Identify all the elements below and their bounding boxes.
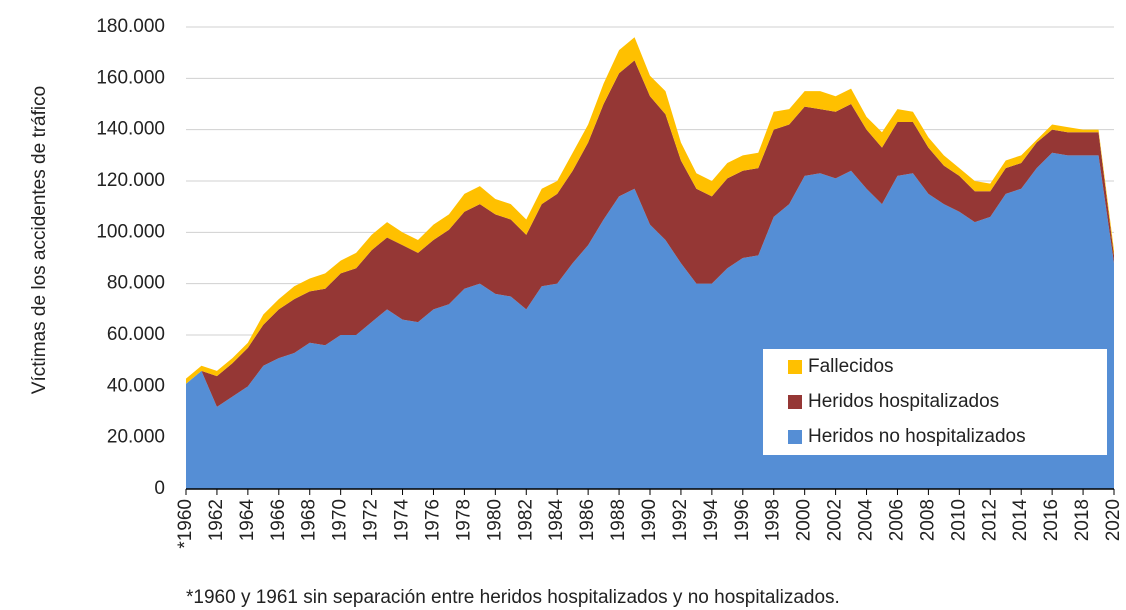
x-tick-label: 1980 xyxy=(484,499,505,541)
x-tick-label: 1976 xyxy=(422,499,443,541)
x-tick-label: 1984 xyxy=(546,499,567,542)
x-tick-label: 1978 xyxy=(453,499,474,541)
area xyxy=(186,60,1114,407)
legend-swatch xyxy=(788,430,802,444)
legend-swatch xyxy=(788,360,802,374)
legend-label: Heridos no hospitalizados xyxy=(808,426,1026,447)
legend-swatch xyxy=(788,395,802,409)
legend: Fallecidos Heridos hospitalizados Heridos … xyxy=(763,349,1107,455)
x-tick-label: 2004 xyxy=(856,499,877,542)
x-tick-label: 2016 xyxy=(1041,499,1062,541)
x-tick-label: 1992 xyxy=(670,499,691,541)
y-tick-label: 100.000 xyxy=(96,221,165,242)
x-tick-label: *1960 xyxy=(175,499,196,549)
y-tick-label: 0 xyxy=(154,478,165,499)
y-axis-label: Víctimas de los accidentes de tráfico xyxy=(29,86,50,394)
x-tick-label: 2008 xyxy=(917,499,938,541)
y-tick-label: 40.000 xyxy=(107,375,165,396)
x-tick-label: 1996 xyxy=(732,499,753,541)
x-tick-label: 1982 xyxy=(515,499,536,541)
x-tick-label: 2018 xyxy=(1072,499,1093,541)
x-tick-label: 1994 xyxy=(701,499,722,542)
x-tick-label: 2002 xyxy=(825,499,846,541)
footnote: *1960 y 1961 sin separación entre herido… xyxy=(186,587,840,608)
x-tick-label: 1998 xyxy=(763,499,784,541)
x-tick-label: 1966 xyxy=(268,499,289,541)
y-tick-label: 60.000 xyxy=(107,324,165,345)
x-tick-label: 2006 xyxy=(886,499,907,541)
x-tick-label: 1988 xyxy=(608,499,629,541)
x-tick-label: 2012 xyxy=(979,499,1000,541)
y-tick-label: 80.000 xyxy=(107,273,165,294)
legend-label: Fallecidos xyxy=(808,356,894,377)
x-tick-label: 1990 xyxy=(639,499,660,541)
x-tick-label: 1964 xyxy=(237,499,258,542)
x-tick-label: 2014 xyxy=(1010,499,1031,542)
x-tick-label: 1972 xyxy=(361,499,382,541)
x-tick-label: 1962 xyxy=(206,499,227,541)
y-tick-label: 140.000 xyxy=(96,119,165,140)
x-tick-label: 2010 xyxy=(948,499,969,541)
x-tick-label: 2020 xyxy=(1103,499,1124,541)
legend-label: Heridos hospitalizados xyxy=(808,391,999,412)
y-tick-label: 160.000 xyxy=(96,67,165,88)
y-tick-label: 180.000 xyxy=(96,16,165,37)
x-tick-label: 1986 xyxy=(577,499,598,541)
y-tick-label: 120.000 xyxy=(96,170,165,191)
legend-box xyxy=(763,349,1107,455)
x-tick-label: 1970 xyxy=(330,499,351,541)
x-tick-label: 2000 xyxy=(794,499,815,541)
x-tick-label: 1968 xyxy=(299,499,320,541)
x-tick-label: 1974 xyxy=(392,499,413,542)
y-tick-label: 20.000 xyxy=(107,427,165,448)
